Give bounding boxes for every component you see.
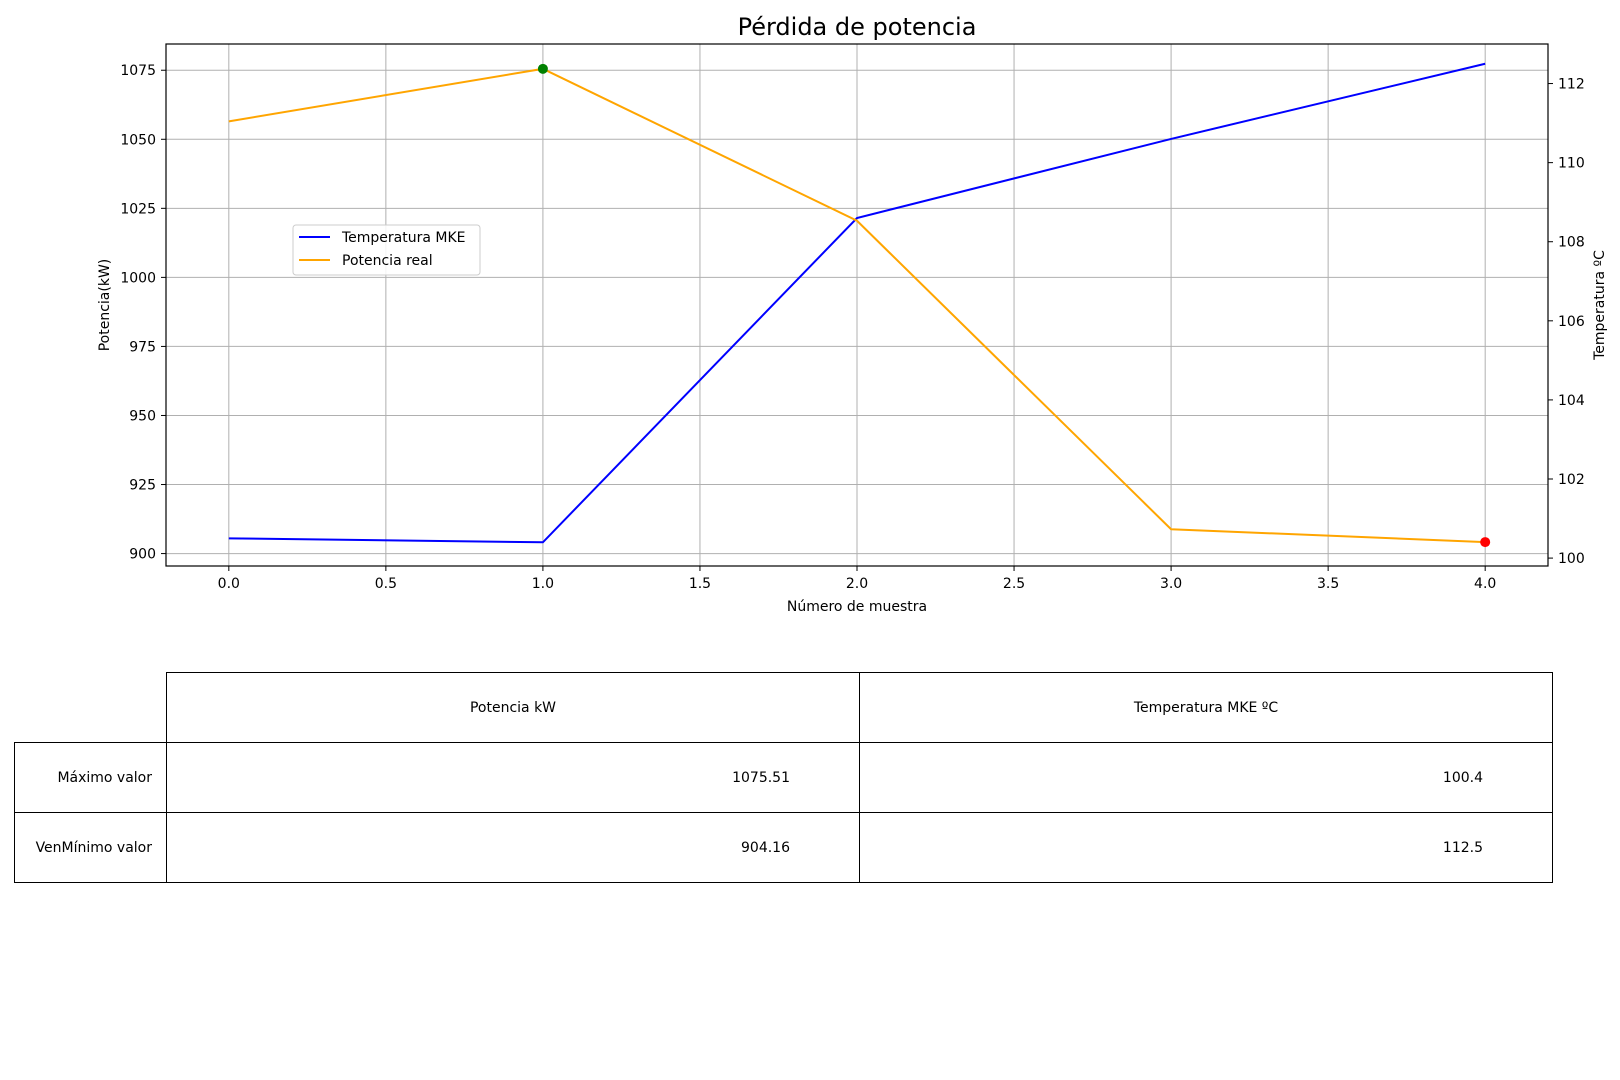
y-tick-label: 900 [129, 547, 156, 563]
legend-label-temperatura: Temperatura MKE [341, 230, 466, 246]
y-tick-label: 1075 [120, 63, 156, 79]
table-row-label: Máximo valor [14, 742, 167, 813]
x-tick-label: 0.5 [375, 576, 397, 592]
y2-tick-label: 112 [1558, 77, 1585, 93]
legend-label-potencia: Potencia real [342, 253, 433, 269]
x-tick-label: 3.0 [1160, 576, 1182, 592]
y-tick-label: 975 [129, 339, 156, 355]
series-line-temperatura-mke [228, 62, 1486, 544]
table-row-label: VenMínimo valor [14, 812, 167, 883]
legend: Temperatura MKE Potencia real [292, 224, 481, 276]
y-tick-label: 925 [129, 478, 156, 494]
data-point-marker [1480, 537, 1491, 548]
legend-box [292, 224, 481, 276]
x-tick-label: 2.0 [846, 576, 868, 592]
y2-tick-label: 104 [1558, 393, 1585, 409]
y2-tick-label: 110 [1558, 156, 1585, 172]
series-layer [228, 62, 1491, 548]
table-header-temperatura: Temperatura MKE ºC [859, 672, 1553, 743]
y2-tick-label: 108 [1558, 235, 1585, 251]
chart-title: Pérdida de potencia [738, 13, 977, 41]
table-header-row: Potencia kW Temperatura MKE ºC [14, 672, 1553, 743]
table-header-potencia: Potencia kW [166, 672, 860, 743]
x-tick-label: 3.5 [1317, 576, 1339, 592]
table-row: VenMínimo valor 904.16 112.5 [14, 812, 1553, 883]
y-tick-label: 1050 [120, 132, 156, 148]
x-tick-label: 1.5 [689, 576, 711, 592]
ticks: 0.0 0.5 1.0 1.5 2.0 2.5 3.0 3.5 4.0 900 925 950 975 1… [120, 63, 1584, 592]
table-cell: 112.5 [859, 812, 1553, 883]
grid [166, 44, 1548, 566]
table-row: Máximo valor 1075.51 100.4 [14, 742, 1553, 813]
chart: 0.0 0.5 1.0 1.5 2.0 2.5 3.0 3.5 4.0 900 925 950 975 1… [97, 13, 1608, 615]
table-corner-cell [14, 672, 167, 743]
y2-tick-label: 106 [1558, 314, 1585, 330]
table-cell: 904.16 [166, 812, 860, 883]
x-axis-label: Número de muestra [787, 599, 927, 615]
y2-axis-label: Temperatura ºC [1592, 250, 1608, 361]
y2-tick-label: 102 [1558, 472, 1585, 488]
table-cell: 1075.51 [166, 742, 860, 813]
y-axis-label: Potencia(kW) [97, 259, 113, 352]
x-tick-label: 1.0 [532, 576, 554, 592]
y2-tick-label: 100 [1558, 551, 1585, 567]
table-cell: 100.4 [859, 742, 1553, 813]
series-line-potencia-real [228, 67, 1486, 544]
y-tick-label: 950 [129, 408, 156, 424]
data-point-marker [537, 63, 548, 74]
x-tick-label: 2.5 [1003, 576, 1025, 592]
x-tick-label: 0.0 [218, 576, 240, 592]
y-tick-label: 1000 [120, 270, 156, 286]
y-tick-label: 1025 [120, 201, 156, 217]
stats-table: Potencia kW Temperatura MKE ºC Máximo va… [14, 672, 1553, 883]
x-tick-label: 4.0 [1474, 576, 1496, 592]
